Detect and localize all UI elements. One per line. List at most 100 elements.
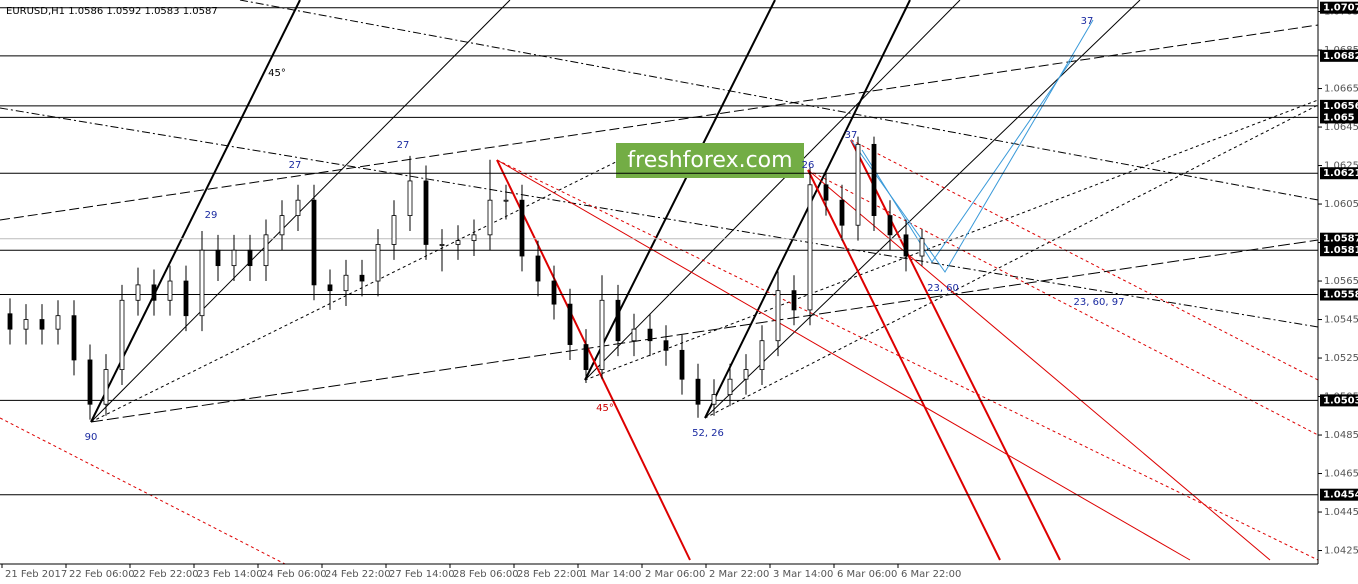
- trend-line: [239, 0, 1319, 201]
- trend-line: [850, 139, 1061, 561]
- candle-body: [743, 369, 749, 380]
- candle-body: [887, 215, 893, 236]
- annotation: 90: [85, 432, 98, 443]
- y-tick-label: 1.0645: [1324, 122, 1358, 133]
- level-label: 1.0581: [1323, 245, 1358, 256]
- x-tick-label: 1 Mar 14:00: [581, 569, 641, 580]
- candle-body: [39, 319, 45, 330]
- level-label: 1.0454: [1323, 490, 1358, 501]
- level-label-box: [1320, 111, 1358, 124]
- candle-body: [23, 319, 29, 330]
- candle-body: [631, 328, 637, 342]
- candle-body: [471, 234, 477, 242]
- x-tick-label: 23 Feb 14:00: [197, 569, 263, 580]
- candle-body: [663, 340, 669, 351]
- trend-lines: [0, 0, 1319, 565]
- candle-body: [71, 315, 77, 361]
- candle-body: [503, 199, 509, 202]
- trend-line: [0, 417, 286, 565]
- candle-body: [807, 184, 813, 311]
- trend-line: [90, 149, 641, 423]
- candle-body: [183, 280, 189, 317]
- trend-line: [90, 0, 511, 423]
- y-tick-label: 1.0545: [1324, 315, 1358, 326]
- x-tick-label: 28 Feb 06:00: [453, 569, 519, 580]
- x-tick-label: 28 Feb 22:00: [517, 569, 583, 580]
- level-label: 1.0503: [1323, 395, 1358, 406]
- candle-body: [567, 303, 573, 345]
- candle-body: [839, 199, 845, 226]
- candle-body: [599, 299, 605, 370]
- annotation: 29: [205, 210, 218, 221]
- candle-body: [535, 255, 541, 282]
- candle-body: [119, 299, 125, 370]
- projection: [850, 19, 1094, 273]
- candle-body: [423, 180, 429, 245]
- watermark: freshforex.com: [627, 148, 792, 173]
- candle-body: [647, 328, 653, 342]
- candle-body: [103, 369, 109, 405]
- candle-body: [215, 249, 221, 267]
- trend-line: [584, 0, 961, 381]
- level-label-box: [1320, 99, 1358, 112]
- trend-line: [704, 0, 911, 419]
- candle-body: [7, 313, 13, 330]
- trend-line: [584, 99, 1319, 381]
- candle-body: [679, 349, 685, 380]
- candle-body: [391, 215, 397, 245]
- candle-body: [327, 284, 333, 292]
- candle-body: [871, 143, 877, 216]
- x-tick-label: 22 Feb 06:00: [69, 569, 135, 580]
- level-label-box: [1320, 167, 1358, 180]
- annotation: 45°: [268, 68, 286, 79]
- y-tick-label: 1.0425: [1324, 546, 1358, 557]
- x-tick-label: 21 Feb 2017: [5, 569, 67, 580]
- level-label-box: [1320, 288, 1358, 301]
- x-tick-label: 24 Feb 06:00: [261, 569, 327, 580]
- candle-body: [55, 315, 61, 330]
- y-tick-label: 1.0605: [1324, 199, 1358, 210]
- trend-line: [0, 107, 1319, 328]
- annotation: 27: [289, 160, 302, 171]
- level-label: 1.0707: [1323, 3, 1358, 14]
- candle-body: [407, 180, 413, 216]
- annotation: 23, 60: [927, 283, 959, 294]
- annotation: 37: [1081, 16, 1094, 27]
- trend-line: [0, 24, 1319, 221]
- x-tick-label: 22 Feb 22:00: [133, 569, 199, 580]
- trend-line: [704, 104, 1319, 419]
- level-label-box: [1320, 244, 1358, 257]
- projection: [861, 54, 1076, 263]
- candle-body: [87, 359, 93, 405]
- x-tick-label: 2 Mar 06:00: [645, 569, 705, 580]
- candle-body: [375, 244, 381, 282]
- y-tick-label: 1.0625: [1324, 161, 1358, 172]
- level-label-box: [1320, 232, 1358, 245]
- trend-line: [496, 159, 691, 561]
- y-tick-label: 1.0465: [1324, 469, 1358, 480]
- level-label: 1.0558: [1323, 290, 1358, 301]
- candle-body: [279, 215, 285, 236]
- y-tick-label: 1.0525: [1324, 353, 1358, 364]
- candle-body: [695, 378, 701, 405]
- x-tick-label: 24 Feb 22:00: [325, 569, 391, 580]
- candle-body: [455, 240, 461, 245]
- x-tick-label: 6 Mar 06:00: [837, 569, 897, 580]
- candle-body: [855, 143, 861, 226]
- candle-body: [551, 280, 557, 305]
- annotation: 23, 60, 97: [1074, 297, 1125, 308]
- candle-body: [903, 234, 909, 257]
- level-label-box: [1320, 488, 1358, 501]
- candle-body: [263, 234, 269, 267]
- candle-body: [775, 290, 781, 342]
- candle-body: [151, 284, 157, 301]
- level-label: 1.0621: [1323, 168, 1358, 179]
- trend-line: [90, 0, 301, 423]
- level-label-box: [1320, 394, 1358, 407]
- x-tick-label: 2 Mar 22:00: [709, 569, 769, 580]
- candle-body: [167, 280, 173, 301]
- x-tick-label: 27 Feb 14:00: [389, 569, 455, 580]
- candle-body: [135, 284, 141, 301]
